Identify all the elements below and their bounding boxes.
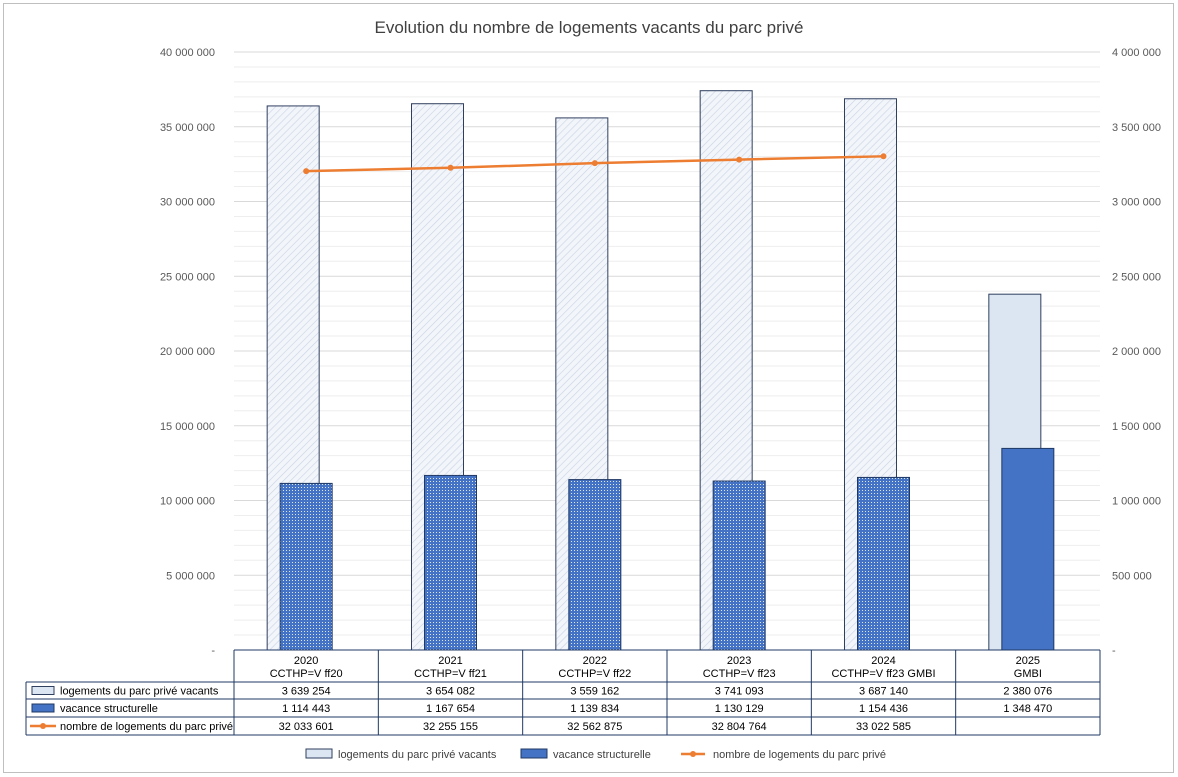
legend-label: nombre de logements du parc privé — [713, 749, 886, 761]
x-tick-year: 2022 — [583, 655, 607, 667]
table-row-label: vacance structurelle — [60, 703, 158, 715]
line-point — [591, 160, 598, 167]
gridlines — [234, 51, 1100, 651]
y-left-tick-label: 30 000 000 — [160, 197, 215, 209]
table-cell: 3 741 093 — [715, 686, 764, 698]
legend-key — [690, 751, 696, 757]
bar-vacance-structurelle — [857, 476, 910, 651]
table-cell: 32 804 764 — [712, 721, 767, 733]
y-right-tick-label: 1 500 000 — [1112, 421, 1161, 433]
line-point — [880, 153, 887, 160]
table-cell: 1 154 436 — [859, 703, 908, 715]
line-point — [447, 164, 454, 171]
table-row-label: logements du parc privé vacants — [60, 686, 219, 698]
line-point — [736, 156, 743, 163]
table-legend-key — [40, 723, 46, 729]
table-legend-key — [31, 686, 55, 695]
line-series — [303, 153, 887, 175]
y-right-tick-label: 2 500 000 — [1112, 271, 1161, 283]
y-left-tick-label: 25 000 000 — [160, 271, 215, 283]
table-cell: 32 033 601 — [279, 721, 334, 733]
x-tick-source: CCTHP=V ff23 GMBI — [831, 668, 935, 680]
x-tick-source: GMBI — [1014, 668, 1042, 680]
x-tick-year: 2020 — [294, 655, 318, 667]
y-right-tick-label: 3 000 000 — [1112, 197, 1161, 209]
y-right-tick-label: - — [1112, 645, 1116, 657]
legend-key — [305, 748, 333, 759]
table-cell: 1 139 834 — [570, 703, 619, 715]
chart-frame — [3, 3, 1174, 773]
x-tick-source: CCTHP=V ff21 — [414, 668, 487, 680]
table-cell: 3 639 254 — [282, 686, 331, 698]
table-cell: 1 114 443 — [282, 703, 330, 715]
y-left-tick-label: 15 000 000 — [160, 421, 215, 433]
y-left-tick-label: - — [211, 645, 215, 657]
table-cell: 33 022 585 — [856, 721, 911, 733]
legend-label: logements du parc privé vacants — [338, 749, 497, 761]
bar-vacance-structurelle — [1001, 447, 1055, 651]
bar-vacance-structurelle — [568, 479, 622, 651]
y-left-tick-label: 40 000 000 — [160, 47, 215, 59]
legend-label: vacance structurelle — [553, 749, 651, 761]
table-cell: 2 380 076 — [1003, 686, 1052, 698]
x-tick-source: CCTHP=V ff20 — [270, 668, 343, 680]
y-right-tick-label: 3 500 000 — [1112, 122, 1161, 134]
x-tick-year: 2024 — [871, 655, 895, 667]
y-right-tick-label: 500 000 — [1112, 570, 1152, 582]
x-tick-year: 2025 — [1016, 655, 1040, 667]
table-cell: 1 167 654 — [426, 703, 475, 715]
bar-vacance-structurelle — [279, 482, 333, 651]
bars — [266, 90, 1055, 651]
y-right-tick-label: 2 000 000 — [1112, 346, 1161, 358]
bar-vacance-structurelle — [424, 474, 477, 651]
y-axis-left: - 5 000 000 10 000 000 15 000 000 20 000 000… — [160, 47, 215, 657]
legend-key — [520, 748, 548, 759]
table-cell: 1 130 129 — [715, 703, 764, 715]
bar-vacance-structurelle — [712, 480, 766, 651]
table-cell: 1 348 470 — [1003, 703, 1052, 715]
table-cell: 3 654 082 — [426, 686, 475, 698]
table-row-label: nombre de logements du parc privé — [60, 721, 233, 733]
x-tick-year: 2021 — [438, 655, 462, 667]
chart-title: Evolution du nombre de logements vacants… — [374, 18, 803, 37]
y-left-tick-label: 10 000 000 — [160, 496, 215, 508]
y-right-tick-label: 4 000 000 — [1112, 47, 1161, 59]
line-point — [303, 168, 310, 175]
x-tick-source: CCTHP=V ff22 — [558, 668, 631, 680]
y-right-tick-label: 1 000 000 — [1112, 496, 1161, 508]
y-axis-right: - 500 000 1 000 000 1 500 000 2 000 000 2 500… — [1112, 47, 1161, 657]
x-tick-source: CCTHP=V ff23 — [703, 668, 776, 680]
legend: logements du parc privé vacants vacance s… — [305, 748, 886, 761]
y-left-tick-label: 20 000 000 — [160, 346, 215, 358]
x-tick-year: 2023 — [727, 655, 751, 667]
table-cell: 32 562 875 — [567, 721, 622, 733]
table-legend-key — [31, 703, 55, 713]
table-cell: 32 255 155 — [423, 721, 478, 733]
y-left-tick-label: 5 000 000 — [166, 570, 215, 582]
table-cell: 3 559 162 — [570, 686, 619, 698]
y-left-tick-label: 35 000 000 — [160, 122, 215, 134]
table-cell: 3 687 140 — [859, 686, 908, 698]
